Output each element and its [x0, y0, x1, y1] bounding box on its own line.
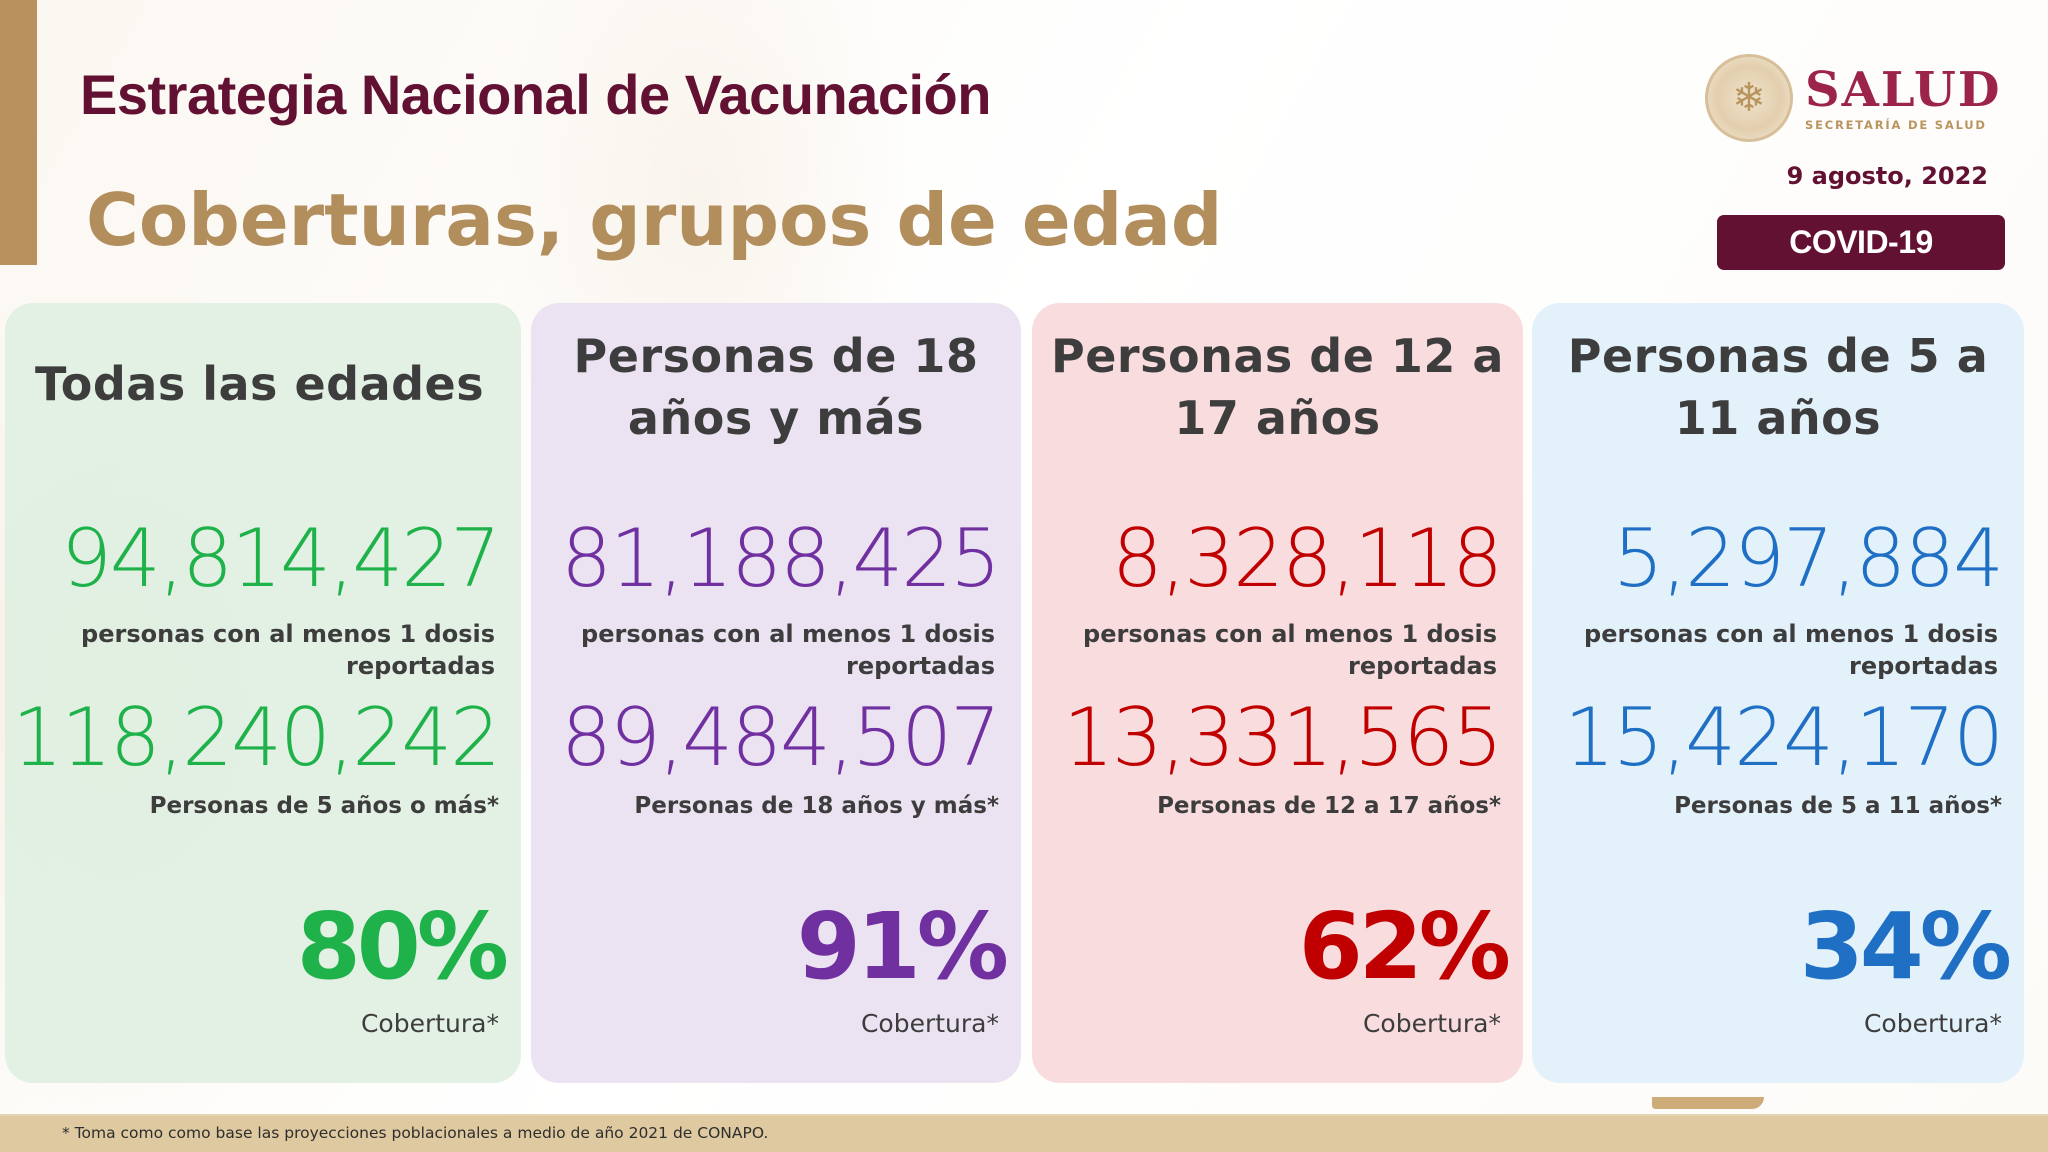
footer-band: * Toma como como base las proyecciones p… [0, 1114, 2048, 1152]
page-subtitle: Coberturas, grupos de edad [86, 178, 1223, 262]
vaccinated-label: personas con al menos 1 dosis reportadas [81, 620, 495, 680]
population-count: 13,331,565 [1062, 691, 1503, 784]
badge-main: COVID- [1789, 224, 1899, 260]
coverage-label: Cobertura* [1863, 1009, 2002, 1038]
coverage-label: Cobertura* [1362, 1009, 1501, 1038]
logo-salud: SALUD [1805, 62, 2002, 118]
badge-number: 19 [1898, 224, 1933, 260]
vaccinated-label: personas con al menos 1 dosis reportadas [1584, 620, 1998, 680]
card-title: Personas de 5 a 11 años [1567, 329, 1989, 445]
covid-badge: COVID- 19 [1717, 215, 2005, 270]
coverage-percent: 80% [296, 893, 509, 1000]
card-5-11: Personas de 5 a 11 años 5,297,884 person… [1532, 303, 2024, 1083]
population-label: Personas de 18 años y más* [634, 793, 999, 819]
population-count: 118,240,242 [12, 691, 501, 784]
vaccinated-label: personas con al menos 1 dosis reportadas [1083, 620, 1497, 680]
logo-text: SALUD SECRETARÍA DE SALUD [1805, 64, 2002, 132]
card-12-17: Personas de 12 a 17 años 8,328,118 perso… [1032, 303, 1523, 1083]
coverage-percent: 34% [1799, 893, 2012, 1000]
vaccinated-count: 8,328,118 [1111, 512, 1503, 605]
coverage-percent: 62% [1298, 893, 1511, 1000]
vaccinated-count: 81,188,425 [560, 512, 1001, 605]
logo-tagline: SECRETARÍA DE SALUD [1805, 118, 1987, 132]
vaccinated-label: personas con al menos 1 dosis reportadas [581, 620, 995, 680]
population-count: 89,484,507 [560, 691, 1001, 784]
population-label: Personas de 12 a 17 años* [1157, 793, 1501, 819]
card-title: Todas las edades [35, 357, 485, 411]
coverage-label: Cobertura* [860, 1009, 999, 1038]
population-label: Personas de 5 años o más* [149, 793, 499, 819]
population-label: Personas de 5 a 11 años* [1674, 793, 2002, 819]
mexico-coat-of-arms-icon: ❄ [1705, 54, 1793, 142]
salud-logo: ❄ SALUD SECRETARÍA DE SALUD [1705, 52, 2005, 144]
page-title: Estrategia Nacional de Vacunación [80, 63, 991, 126]
population-count: 15,424,170 [1563, 691, 2004, 784]
card-18-plus: Personas de 18 años y más 81,188,425 per… [531, 303, 1021, 1083]
vaccinated-count: 94,814,427 [60, 512, 501, 605]
card-title: Personas de 18 años y más [573, 329, 979, 445]
report-date: 9 agosto, 2022 [1786, 162, 1988, 190]
gold-accent-bar [0, 0, 37, 265]
card-title: Personas de 12 a 17 años [1051, 329, 1504, 445]
card-all-ages: Todas las edades 94,814,427 personas con… [5, 303, 521, 1083]
coverage-percent: 91% [796, 893, 1009, 1000]
map-fragment-decoration [1652, 1097, 1764, 1109]
footnote: * Toma como como base las proyecciones p… [62, 1124, 769, 1142]
vaccinated-count: 5,297,884 [1612, 512, 2004, 605]
coverage-label: Cobertura* [360, 1009, 499, 1038]
